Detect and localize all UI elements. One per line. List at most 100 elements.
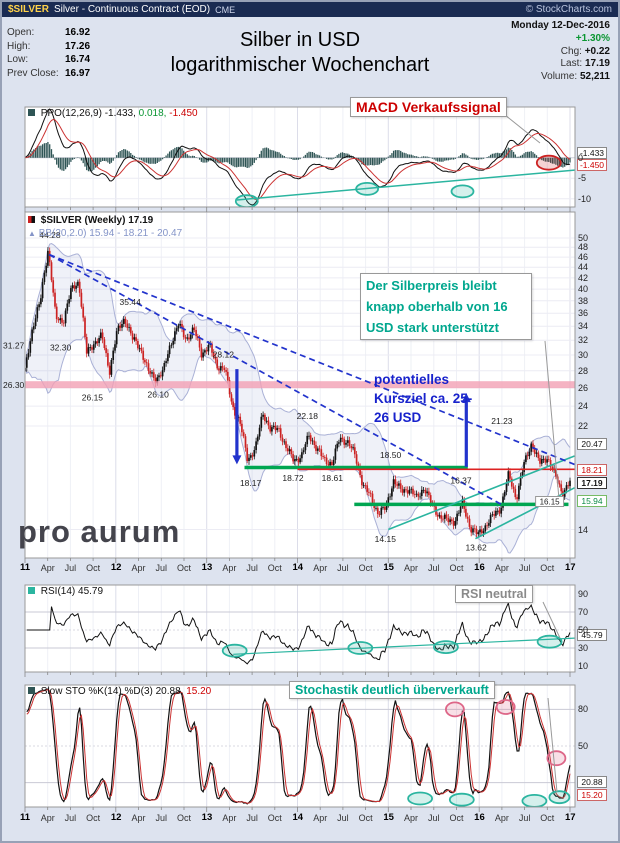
rsi-plot bbox=[26, 601, 575, 665]
header-bar: $SILVER Silver - Continuous Contract (EO… bbox=[2, 2, 618, 17]
x-axis-year: 15 bbox=[383, 812, 394, 823]
prev-close-row: Prev Close: 16.97 bbox=[7, 67, 90, 81]
sto-axis-tick: 80 bbox=[578, 704, 589, 715]
chart-description: Silver - Continuous Contract (EOD) bbox=[53, 4, 211, 15]
x-axis-month: Oct bbox=[358, 563, 373, 573]
last-price-box: 17.19 bbox=[577, 477, 607, 489]
price-plot bbox=[25, 243, 575, 554]
x-axis-year: 13 bbox=[201, 812, 213, 823]
bollinger-legend: ▲ BB(20,2.0) 15.94 - 18.21 - 20.47 bbox=[28, 228, 182, 239]
low-row: Low: 16.74 bbox=[7, 53, 90, 67]
last-label: Last: bbox=[560, 58, 583, 70]
x-axis-month: Jul bbox=[246, 563, 258, 573]
x-axis-month: Apr bbox=[131, 813, 146, 823]
last-row: Last: 17.19 bbox=[511, 58, 611, 71]
price-target-annotation: potentielles Kursziel ca. 25-26 USD bbox=[374, 372, 473, 425]
ppo-axis-tick: 0 bbox=[578, 152, 584, 163]
pro-aurum-logo: pro aurum bbox=[18, 514, 181, 549]
x-axis-month: Apr bbox=[40, 813, 55, 823]
stochastics-legend-label: Slow STO %K(14) %D(3) 20.88, bbox=[40, 686, 184, 697]
x-axis-year: 17 bbox=[565, 812, 576, 823]
main-legend: $SILVER (Weekly) 17.19 bbox=[28, 215, 153, 226]
stochastics-legend-icon bbox=[28, 687, 35, 694]
x-axis-year: 12 bbox=[110, 812, 122, 823]
rsi-legend-icon bbox=[28, 587, 35, 594]
rsi-axis-tick: 10 bbox=[578, 661, 589, 671]
svg-text:32.30: 32.30 bbox=[50, 343, 72, 353]
y-axis-tick: 48 bbox=[578, 242, 589, 253]
ppo-plot bbox=[25, 108, 575, 207]
volume-value: 52,211 bbox=[579, 71, 610, 83]
x-axis-month: Oct bbox=[449, 813, 464, 823]
ppo-legend-icon bbox=[28, 109, 35, 116]
stochastics-plot bbox=[26, 688, 571, 807]
svg-text:28.12: 28.12 bbox=[213, 349, 235, 359]
x-axis-year: 15 bbox=[383, 562, 394, 573]
y-axis-tick: 46 bbox=[578, 252, 589, 263]
x-axis-month: Oct bbox=[176, 563, 191, 573]
svg-text:35.44: 35.44 bbox=[120, 297, 142, 307]
stochastics-k-value-box: 20.88 bbox=[577, 776, 607, 788]
svg-text:18.72: 18.72 bbox=[282, 473, 304, 483]
x-axis-year: 16 bbox=[474, 562, 485, 573]
change-label: Chg: bbox=[560, 45, 582, 57]
volume-row: Volume: 52,211 bbox=[511, 71, 610, 84]
x-axis-month: Apr bbox=[222, 813, 237, 823]
ppo-legend: PPO(12,26,9) -1.433, 0.018, -1.450 bbox=[28, 108, 198, 119]
open-label: Open: bbox=[7, 27, 35, 38]
change-value: +0.22 bbox=[584, 45, 610, 57]
chart-title-line1: Silber in USD bbox=[239, 29, 361, 51]
x-axis-month: Jul bbox=[518, 813, 531, 823]
y-axis-tick: 50 bbox=[578, 233, 589, 243]
x-axis-month: Oct bbox=[358, 813, 373, 823]
low-label: Low: bbox=[7, 54, 29, 65]
y-axis-tick: 24 bbox=[578, 401, 589, 412]
exchange-label: CME bbox=[215, 4, 236, 15]
svg-text:31.27: 31.27 bbox=[3, 341, 25, 351]
ppo-value-3: -1.450 bbox=[169, 108, 198, 119]
percent-change: +1.30% bbox=[575, 32, 610, 44]
x-axis-year: 12 bbox=[110, 562, 122, 573]
svg-text:18.50: 18.50 bbox=[380, 450, 402, 460]
y-axis-tick: 44 bbox=[578, 262, 589, 273]
x-axis-month: Jul bbox=[155, 813, 168, 823]
ppo-value-1: -1.433, bbox=[104, 108, 136, 119]
rsi-value-box: 45.79 bbox=[577, 629, 607, 641]
ticker-symbol: $SILVER bbox=[8, 4, 49, 15]
x-axis-month: Apr bbox=[404, 563, 419, 573]
svg-text:14.15: 14.15 bbox=[375, 534, 397, 544]
x-axis-year: 16 bbox=[474, 812, 485, 823]
y-axis-tick: 40 bbox=[578, 284, 589, 295]
x-axis-month: Apr bbox=[131, 563, 146, 573]
quote-panel-left: Open: 16.92 High: 17.26 Low: 16.74 Prev Clo… bbox=[7, 26, 90, 80]
ppo-value-box: -1.433 bbox=[577, 147, 607, 159]
y-axis-tick: 36 bbox=[578, 308, 589, 319]
svg-text:18.17: 18.17 bbox=[240, 478, 262, 488]
quote-date: Monday 12-Dec-2016 bbox=[511, 20, 610, 31]
y-axis-tick: 14 bbox=[578, 524, 589, 535]
rsi-axis-tick: 90 bbox=[578, 589, 589, 599]
x-axis-month: Jul bbox=[337, 563, 349, 573]
volume-label: Volume: bbox=[541, 71, 578, 83]
stochastics-d-value-box: 15.20 bbox=[577, 789, 607, 801]
svg-text:44.28: 44.28 bbox=[39, 230, 61, 240]
svg-text:16.37: 16.37 bbox=[450, 475, 472, 485]
ppo-signal-value-box: -1.450 bbox=[577, 159, 607, 171]
high-label: High: bbox=[7, 40, 31, 52]
svg-text:22.18: 22.18 bbox=[297, 411, 319, 421]
rsi-neutral-annotation: RSI neutral bbox=[455, 585, 533, 603]
x-axis-month: Jul bbox=[64, 563, 77, 573]
bb-mid-value-box: 18.21 bbox=[577, 464, 607, 476]
x-axis-month: Apr bbox=[404, 813, 419, 823]
x-axis-year: 14 bbox=[292, 812, 304, 823]
chart-title: Silber in USD logarithmischer Wochenchar… bbox=[140, 28, 460, 78]
macd-sell-signal-annotation: MACD Verkaufssignal bbox=[350, 97, 507, 117]
candlestick-icon bbox=[28, 216, 35, 223]
y-axis-tick: 34 bbox=[578, 321, 589, 332]
rsi-axis-tick: 50 bbox=[578, 625, 589, 635]
x-axis-month: Oct bbox=[267, 563, 282, 573]
x-axis-month: Apr bbox=[494, 563, 509, 573]
prev-close-label: Prev Close: bbox=[7, 67, 59, 79]
ppo-legend-label: PPO(12,26,9) bbox=[40, 108, 102, 119]
